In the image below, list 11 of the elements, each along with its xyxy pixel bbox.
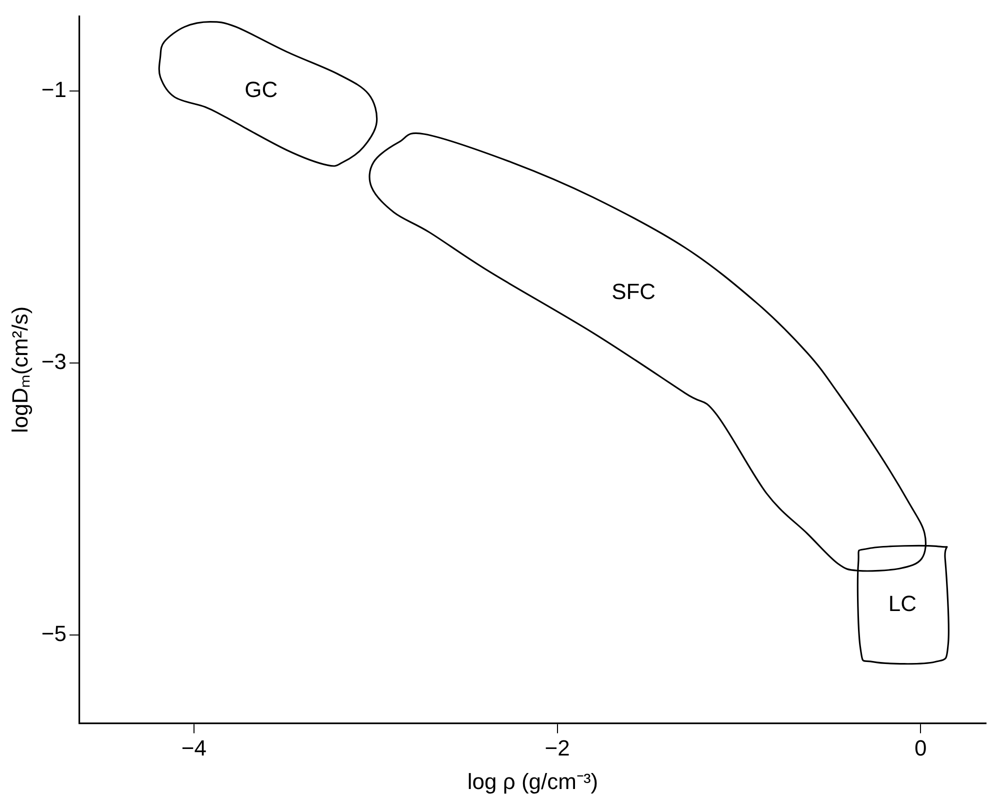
annotation: SFC <box>612 279 656 306</box>
x-tick-label: 0 <box>914 735 927 760</box>
y-tick-label: −1 <box>41 77 66 102</box>
annotation: LC <box>888 590 916 617</box>
annotation: GC <box>244 76 278 103</box>
y-tick-label: −5 <box>41 620 66 646</box>
y-tick-label: −3 <box>41 348 66 374</box>
y-axis-title: logDₘ(cm²/s) <box>7 306 32 434</box>
x-tick-label: −4 <box>181 735 206 760</box>
x-axis-title: log ρ (g/cm⁻³) <box>467 768 598 794</box>
x-tick-label: −2 <box>544 735 570 760</box>
